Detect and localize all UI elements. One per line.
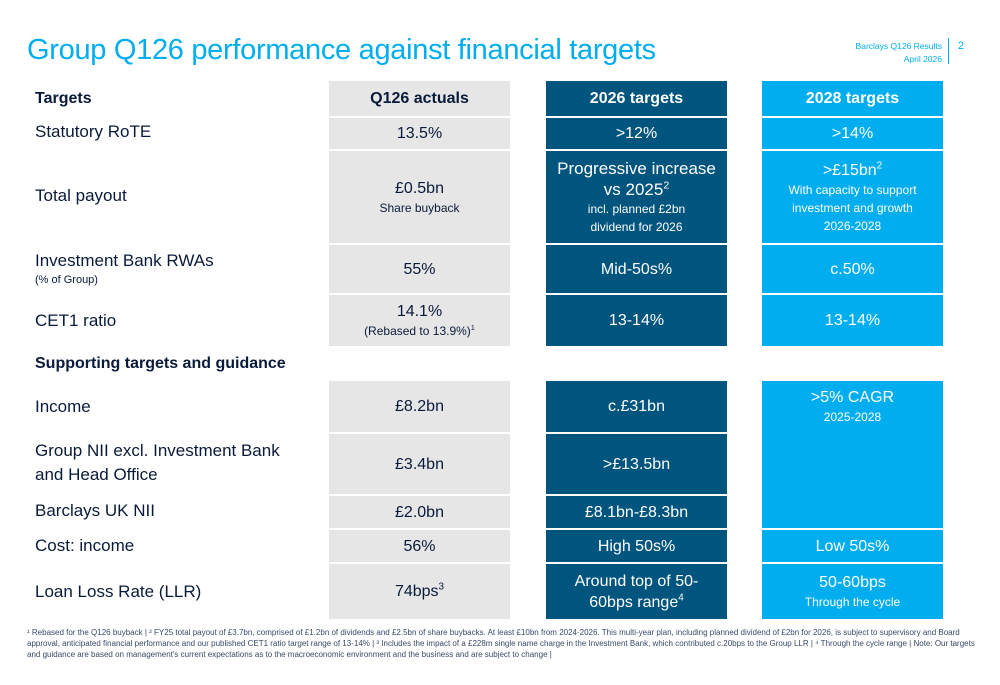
t2026-llr-l2: 60bps range xyxy=(589,593,679,611)
t2028-rote: >14% xyxy=(762,118,943,149)
row-label-ib-sub: (% of Group) xyxy=(35,274,98,286)
header-divider xyxy=(948,38,949,64)
header-line1: Barclays Q126 Results xyxy=(855,41,942,51)
row-label-uknii: Barclays UK NII xyxy=(35,501,155,520)
actual-uknii: £2.0bn xyxy=(329,496,510,528)
row-label-nii-l1: Group NII excl. Investment Bank xyxy=(35,441,280,460)
row-label-llr: Loan Loss Rate (LLR) xyxy=(35,582,202,601)
actual-ib: 55% xyxy=(329,245,510,293)
actual-cost: 56% xyxy=(329,530,510,562)
actual-nii: £3.4bn xyxy=(329,434,510,494)
actual-cet1-sub: (Rebased to 13.9%) xyxy=(364,324,471,338)
col-header-actuals: Q126 actuals xyxy=(329,81,510,116)
page-number: 2 xyxy=(958,40,965,52)
actual-llr-value: 74bps xyxy=(394,583,439,600)
t2028-payout: >£15bn2 With capacity to support investm… xyxy=(762,151,943,243)
t2026-uknii: £8.1bn-£8.3bn xyxy=(546,496,727,528)
t2026-cost: High 50s% xyxy=(546,530,727,562)
row-label-payout: Total payout xyxy=(35,186,127,205)
actual-llr: 74bps3 xyxy=(329,564,510,619)
page-title: Group Q126 performance against financial… xyxy=(27,34,656,66)
t2026-cet1: 13-14% xyxy=(546,295,727,346)
supporting-heading: Supporting targets and guidance xyxy=(35,355,286,372)
actual-payout-value: £0.5bn xyxy=(395,179,444,197)
actual-llr-sup: 3 xyxy=(438,581,445,593)
actual-rote: 13.5% xyxy=(329,118,510,149)
t2028-income-value: >5% CAGR xyxy=(810,389,895,406)
row-label-ib: Investment Bank RWAs (% of Group) xyxy=(35,249,214,287)
t2028-payout-sub1: With capacity to support xyxy=(788,182,917,197)
t2026-llr-sup: 4 xyxy=(678,592,684,604)
t2028-payout-sup: 2 xyxy=(876,160,883,172)
t2026-rote: >12% xyxy=(546,118,727,149)
t2026-payout-l2: vs 2025 xyxy=(603,180,664,199)
t2026-payout: Progressive increase vs 20252 incl. plan… xyxy=(546,151,727,243)
actual-cet1-sup: 1 xyxy=(470,323,475,332)
t2028-payout-value: >£15bn xyxy=(822,161,877,179)
t2026-payout-l1: Progressive increase xyxy=(557,159,716,178)
col-header-2026: 2026 targets xyxy=(546,81,727,116)
t2028-income: >5% CAGR 2025-2028 xyxy=(762,381,943,528)
t2026-payout-sub2: dividend for 2026 xyxy=(590,220,683,234)
t2026-payout-sup: 2 xyxy=(663,179,670,192)
row-label-cost: Cost: income xyxy=(35,536,135,555)
actual-payout-sub: Share buyback xyxy=(379,200,460,215)
actual-payout: £0.5bn Share buyback xyxy=(329,151,510,243)
row-label-cet1: CET1 ratio xyxy=(35,311,117,330)
t2028-llr: 50-60bps Through the cycle xyxy=(762,564,943,619)
t2028-income-sub: 2025-2028 xyxy=(823,410,882,424)
t2028-ib: c.50% xyxy=(762,245,943,293)
t2026-nii: >£13.5bn xyxy=(546,434,727,494)
actual-cet1-value: 14.1% xyxy=(396,303,443,320)
t2028-llr-sub: Through the cycle xyxy=(804,595,901,609)
row-label-nii-l2: and Head Office xyxy=(35,465,158,484)
actual-income: £8.2bn xyxy=(329,381,510,432)
t2028-payout-sub3: 2026-2028 xyxy=(823,218,882,233)
col-header-2028: 2028 targets xyxy=(762,81,943,116)
row-label-income: Income xyxy=(35,397,91,416)
t2028-cost: Low 50s% xyxy=(762,530,943,562)
t2028-cet1: 13-14% xyxy=(762,295,943,346)
row-label-ib-main: Investment Bank RWAs xyxy=(35,251,214,270)
header-meta: Barclays Q126 Results April 2026 xyxy=(856,40,942,66)
row-label-nii: Group NII excl. Investment Bank and Head… xyxy=(35,439,280,487)
t2026-llr: Around top of 50- 60bps range4 xyxy=(546,564,727,619)
row-label-rote: Statutory RoTE xyxy=(35,122,152,141)
t2028-llr-value: 50-60bps xyxy=(819,574,886,591)
header-line2: April 2026 xyxy=(903,54,942,64)
actual-cet1: 14.1% (Rebased to 13.9%)1 xyxy=(329,295,510,346)
t2026-payout-sub1: incl. planned £2bn xyxy=(587,202,686,216)
t2026-ib: Mid-50s% xyxy=(546,245,727,293)
footnote: ¹ Rebased for the Q126 buyback | ² FY25 … xyxy=(27,628,975,659)
t2026-llr-l1: Around top of 50- xyxy=(574,572,699,590)
t2026-income: c.£31bn xyxy=(546,381,727,432)
targets-heading: Targets xyxy=(35,90,92,107)
t2028-payout-sub2: investment and growth xyxy=(792,200,913,215)
